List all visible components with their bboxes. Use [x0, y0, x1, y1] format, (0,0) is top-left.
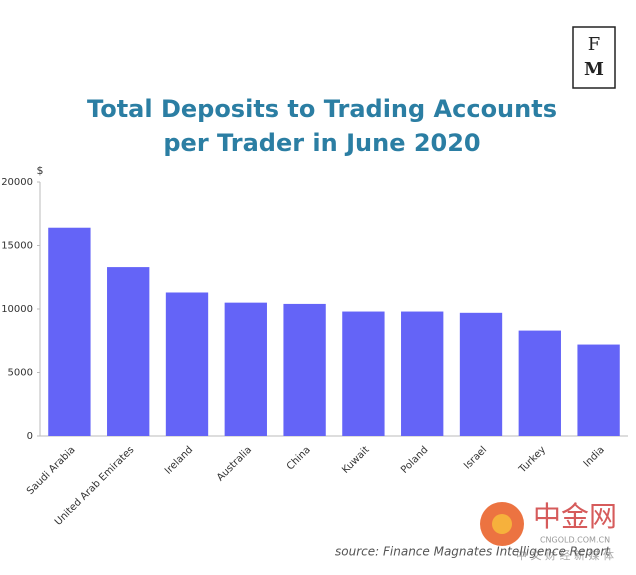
bar [224, 302, 267, 436]
logo-top: F [588, 34, 601, 55]
x-tick-label: Israel [462, 444, 489, 471]
x-tick-label: India [582, 444, 607, 469]
bar [401, 311, 444, 436]
watermark-logo-inner [492, 514, 512, 534]
y-tick-label: 0 [27, 431, 33, 442]
bar [165, 292, 209, 436]
watermark-name: 中金网 [533, 500, 617, 533]
logo-bottom: M [584, 59, 604, 80]
x-tick-label: Poland [399, 444, 430, 475]
chart-title: Total Deposits to Trading Accounts per T… [87, 95, 557, 157]
logo-box [572, 26, 616, 89]
bar [342, 311, 385, 436]
watermark-site: CNGOLD.COM.CN [540, 536, 610, 545]
bar [283, 303, 326, 436]
x-tick-label: Australia [215, 444, 254, 483]
y-axis-label: $ [37, 164, 44, 177]
bar [48, 227, 91, 436]
watermark-tagline: 中 文 财 经 新 媒 体 [516, 548, 614, 562]
y-tick-label: 15000 [1, 241, 33, 252]
x-tick-label: Saudi Arabia [25, 444, 78, 497]
x-tick-label: Turkey [517, 444, 549, 476]
x-tick-label: China [285, 444, 313, 472]
y-tick-label: 5000 [8, 368, 33, 379]
bar [518, 330, 561, 436]
bar [107, 267, 150, 436]
bar [577, 344, 620, 436]
bar [459, 312, 503, 436]
x-tick-label: Kuwait [340, 444, 371, 475]
source: source: Finance Magnates Intelligence Re… [335, 545, 611, 559]
y-tick-label: 10000 [1, 304, 33, 315]
y-tick-label: 20000 [1, 177, 33, 188]
x-tick-label: Ireland [163, 444, 195, 476]
